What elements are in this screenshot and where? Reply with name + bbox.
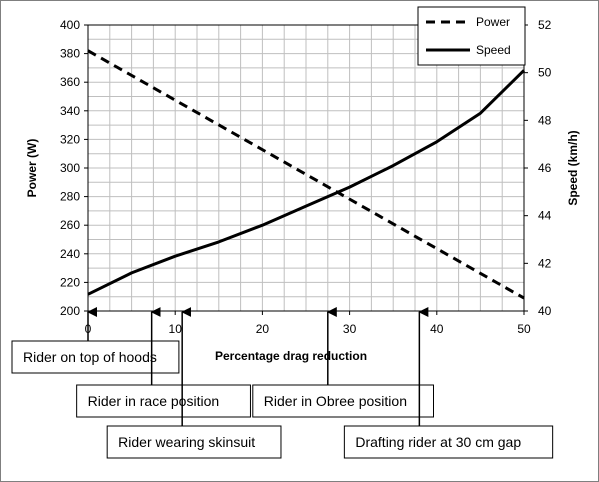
x-tick-label: 50	[517, 322, 531, 336]
annotation-box	[106, 425, 282, 459]
y-tick-label: 380	[60, 47, 80, 61]
legend-label: Speed	[476, 43, 511, 57]
legend-label: Power	[476, 15, 510, 29]
legend: Power Speed	[417, 6, 526, 66]
y2-tick-label: 52	[538, 18, 552, 32]
y-tick-label: 400	[60, 18, 80, 32]
x-tick-label: 20	[256, 322, 270, 336]
y2-tick-label: 48	[538, 113, 552, 127]
series-line-speed	[87, 69, 526, 296]
grid	[87, 24, 525, 312]
x-tick-label: 10	[169, 322, 183, 336]
y-tick-label: 280	[60, 190, 80, 204]
legend-box	[417, 6, 526, 66]
annotation-label: Rider in race position	[88, 393, 220, 409]
y-tick-label: 300	[60, 161, 80, 175]
y2-tick-label: 40	[538, 304, 552, 318]
y2-tick-label: 42	[538, 256, 552, 270]
annotation-box	[252, 384, 434, 418]
x-tick-label: 40	[430, 322, 444, 336]
y-axis-label: Power (W)	[25, 139, 39, 198]
annotation-box	[76, 384, 251, 418]
y2-tick-label: 50	[538, 66, 552, 80]
annotation-label: Rider in Obree position	[264, 393, 407, 409]
annotations: Rider on top of hoods Rider in race posit…	[11, 307, 554, 459]
x-tick-label: 30	[343, 322, 357, 336]
y-tick-label: 240	[60, 247, 80, 261]
y2-tick-label: 46	[538, 161, 552, 175]
annotation-label: Rider on top of hoods	[23, 349, 157, 365]
y-tick-label: 340	[60, 104, 80, 118]
x-axis-label: Percentage drag reduction	[215, 349, 367, 363]
series-layer	[87, 49, 526, 300]
y2-axis-label: Speed (km/h)	[566, 130, 580, 205]
annotation-box	[343, 425, 554, 459]
y2-tick-label: 44	[538, 209, 552, 223]
y-tick-label: 200	[60, 304, 80, 318]
y-tick-label: 260	[60, 218, 80, 232]
y-tick-label: 220	[60, 275, 80, 289]
series-line-power	[87, 49, 525, 300]
y-tick-label: 320	[60, 132, 80, 146]
annotation-label: Drafting rider at 30 cm gap	[355, 434, 521, 450]
y-tick-label: 360	[60, 75, 80, 89]
annotation-label: Rider wearing skinsuit	[118, 434, 255, 450]
